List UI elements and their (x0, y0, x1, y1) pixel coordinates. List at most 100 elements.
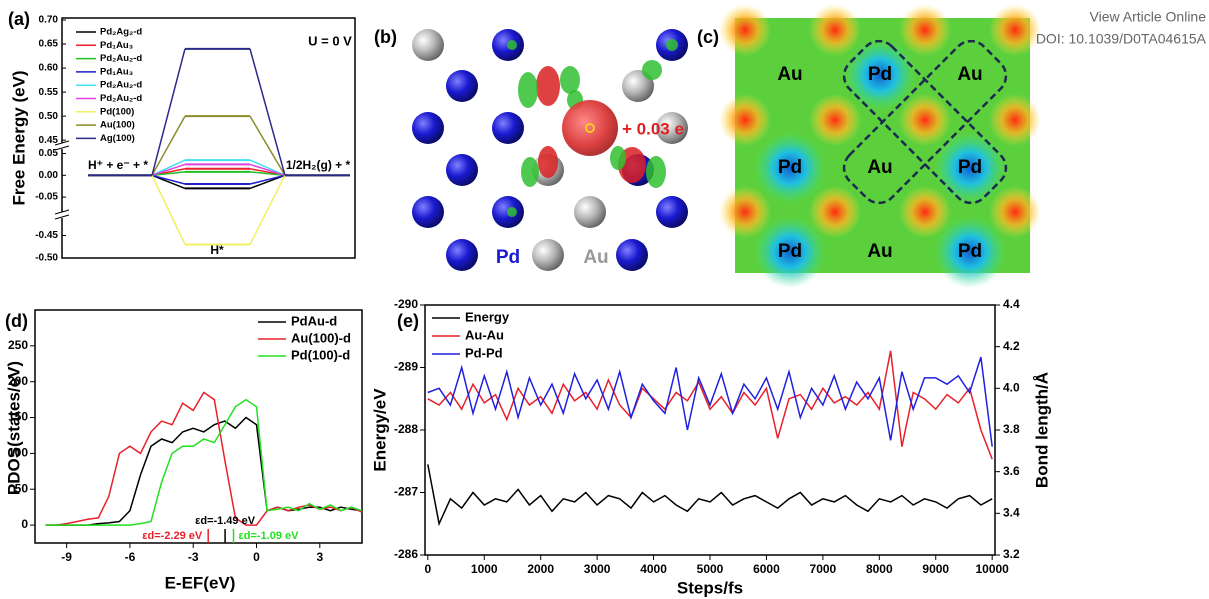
charge-accumulation (610, 146, 626, 170)
y2-tick-label: 4.2 (1003, 339, 1020, 353)
doi[interactable]: DOI: 10.1039/D0TA04615A (1036, 31, 1207, 47)
potential-max (719, 4, 771, 56)
y-tick-label: 0.70 (39, 15, 59, 26)
y2-tick-label: 3.8 (1003, 422, 1020, 436)
connector (151, 174, 186, 185)
pd-atom (616, 239, 648, 271)
x-tick-label: 0 (253, 550, 260, 564)
x-tick-label: 2000 (527, 562, 554, 576)
site-outline (842, 39, 1008, 205)
x-tick-label: 8000 (866, 562, 893, 576)
legend-label: Pd(100) (100, 106, 134, 117)
au-atom (532, 239, 564, 271)
charge-cloud (562, 100, 618, 156)
y-axis-label: Energy/eV (370, 388, 389, 472)
y2-tick-label: 4.0 (1003, 381, 1020, 395)
pd-site (754, 132, 826, 204)
series-line (45, 398, 363, 526)
x-tick-label: -3 (188, 550, 199, 564)
axes-frame (424, 304, 996, 556)
legend-label: Pd₁Au₃ (100, 66, 133, 77)
x-tick-label: 9000 (922, 562, 949, 576)
charge-accumulation (666, 39, 678, 51)
site-label: Pd (778, 241, 802, 262)
connector (249, 163, 286, 177)
site-label: Pd (958, 241, 982, 262)
pd-site (934, 216, 1006, 288)
connector (151, 174, 186, 245)
legend-label: Au(100)-d (291, 330, 351, 345)
y-tick-label: 150 (8, 410, 28, 424)
axis-break (54, 209, 70, 215)
legend-label: Ag(100) (100, 133, 135, 144)
axis-break (56, 143, 68, 149)
potential-max (719, 186, 771, 238)
connector (249, 48, 286, 176)
y2-tick-label: 4.4 (1003, 297, 1020, 311)
site-label: Au (957, 64, 982, 85)
x-axis-label: Steps/fs (677, 578, 743, 597)
atom-center (585, 123, 595, 133)
potential-max (809, 94, 861, 146)
x-tick-label: 1000 (471, 562, 498, 576)
y-tick-label: 100 (8, 446, 28, 460)
charge-accumulation (507, 40, 517, 50)
atom-legend: Pd (496, 247, 520, 268)
category-label: 1/2H₂(g) + * (286, 158, 351, 172)
charge-accumulation (560, 66, 580, 94)
axes-frame (34, 309, 363, 544)
y-tick-label: 0.45 (39, 135, 59, 146)
charge-accumulation (646, 156, 666, 188)
x-tick-label: 6000 (753, 562, 780, 576)
legend-label: Pd₂Au₂-d (100, 80, 142, 91)
y2-tick-label: 3.6 (1003, 464, 1020, 478)
potential-max (809, 186, 861, 238)
site-label: Au (867, 241, 892, 262)
y-tick-label: -289 (394, 360, 418, 374)
y-tick-label: -0.50 (35, 253, 58, 264)
y-axis-label: PDOS(states/eV) (4, 361, 23, 495)
potential-max (899, 94, 951, 146)
y-tick-label: -0.45 (35, 230, 58, 241)
y-axis-label: Free Energy (eV) (9, 70, 28, 205)
y-tick-label: 0.65 (39, 39, 59, 50)
pd-atom (412, 196, 444, 228)
x-tick-label: -6 (125, 550, 136, 564)
charge-accumulation (521, 157, 539, 187)
connector (151, 115, 186, 176)
x-tick-label: 5000 (697, 562, 724, 576)
y-tick-label: -290 (394, 297, 418, 311)
x-tick-label: 0 (424, 562, 431, 576)
article-link[interactable]: View Article Online (1090, 9, 1207, 25)
annotation: U = 0 V (308, 33, 352, 48)
y-tick-label: 0.60 (39, 63, 59, 74)
connector (249, 171, 286, 177)
panel-label: (b) (374, 27, 397, 47)
site-label: Au (777, 64, 802, 85)
potential-max (899, 186, 951, 238)
panel-label: (e) (397, 311, 419, 331)
y-tick-label: 0.00 (39, 170, 59, 181)
axis-break (54, 145, 70, 151)
pd-atom (446, 70, 478, 102)
connector (249, 174, 286, 185)
pd-atom (656, 196, 688, 228)
y-tick-label: -286 (394, 547, 418, 561)
axis-break (56, 212, 68, 218)
au-atom (656, 112, 688, 144)
axis-break (54, 214, 70, 220)
axis-break (54, 140, 70, 146)
charge-accumulation (518, 72, 538, 108)
d-band-label: εd=-1.49 eV (195, 515, 256, 527)
series-line (427, 350, 993, 460)
pd-site (754, 216, 826, 288)
site-outline (842, 39, 1008, 205)
legend-label: PdAu-d (291, 313, 337, 328)
legend-label: Energy (465, 309, 510, 324)
category-label: H* (210, 243, 224, 257)
x-tick-label: 4000 (640, 562, 667, 576)
site-label: Au (867, 157, 892, 178)
y-tick-label: -288 (394, 422, 418, 436)
series-line (427, 356, 993, 447)
x-tick-label: 10000 (975, 562, 1009, 576)
